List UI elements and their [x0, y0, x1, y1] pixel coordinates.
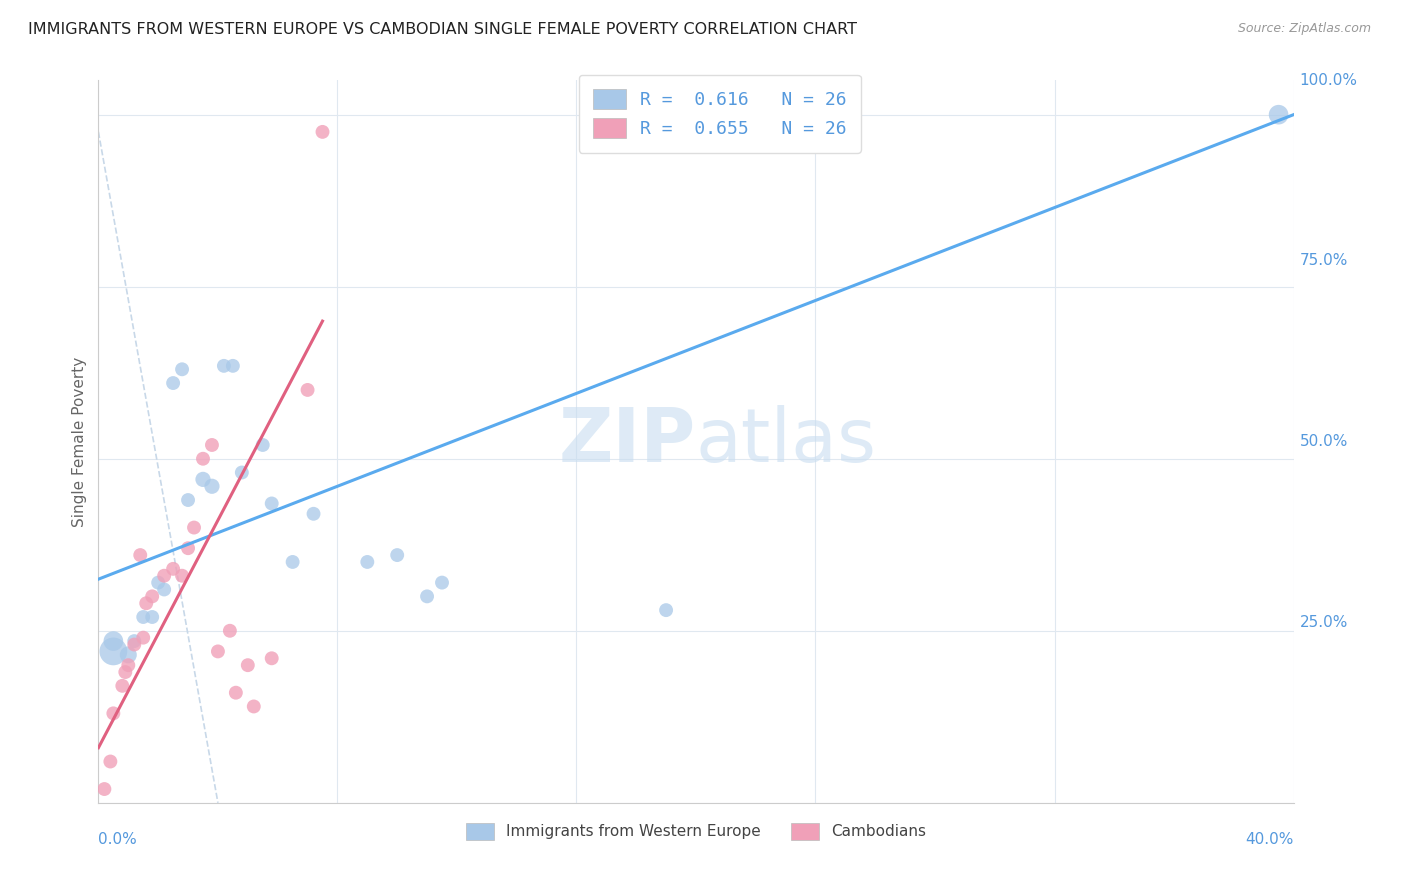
Point [430, 575, 453, 590]
Point [172, 362, 194, 376]
Point [103, 706, 125, 721]
Text: 40.0%: 40.0% [1246, 831, 1294, 847]
Text: 0.0%: 0.0% [98, 831, 138, 847]
Point [1267, 108, 1289, 122]
Point [297, 383, 319, 397]
Point [129, 548, 152, 562]
Point [153, 582, 176, 597]
Text: atlas: atlas [696, 405, 877, 478]
Point [416, 590, 439, 604]
Text: Source: ZipAtlas.com: Source: ZipAtlas.com [1237, 22, 1371, 36]
Point [222, 359, 245, 373]
Point [132, 610, 155, 624]
Y-axis label: Single Female Poverty: Single Female Poverty [72, 357, 87, 526]
Legend: Immigrants from Western Europe, Cambodians: Immigrants from Western Europe, Cambodia… [460, 817, 932, 846]
Point [135, 596, 157, 610]
Point [252, 438, 274, 452]
Point [117, 658, 139, 673]
Text: ZIP: ZIP [558, 405, 696, 478]
Text: 25.0%: 25.0% [1299, 615, 1348, 630]
Point [385, 548, 409, 562]
Point [243, 699, 266, 714]
Point [177, 493, 200, 508]
Point [172, 568, 194, 582]
Point [124, 634, 146, 648]
Point [114, 665, 136, 679]
Point [212, 359, 235, 373]
Point [201, 438, 224, 452]
Point [225, 686, 247, 700]
Point [162, 562, 184, 576]
Point [260, 651, 283, 665]
Point [191, 451, 214, 466]
Point [98, 755, 122, 769]
Point [148, 575, 170, 590]
Point [124, 638, 146, 652]
Point [219, 624, 242, 638]
Point [117, 648, 139, 662]
Point [183, 520, 205, 534]
Point [231, 466, 253, 480]
Point [207, 644, 229, 658]
Point [201, 479, 224, 493]
Point [132, 631, 155, 645]
Point [311, 125, 333, 139]
Point [260, 496, 283, 510]
Point [281, 555, 304, 569]
Point [356, 555, 378, 569]
Point [162, 376, 184, 390]
Point [103, 644, 125, 658]
Point [236, 658, 259, 673]
Point [655, 603, 678, 617]
Text: 75.0%: 75.0% [1299, 253, 1348, 268]
Point [93, 782, 115, 797]
Text: IMMIGRANTS FROM WESTERN EUROPE VS CAMBODIAN SINGLE FEMALE POVERTY CORRELATION CH: IMMIGRANTS FROM WESTERN EUROPE VS CAMBOD… [28, 22, 858, 37]
Text: 100.0%: 100.0% [1299, 73, 1358, 87]
Point [111, 679, 134, 693]
Text: 50.0%: 50.0% [1299, 434, 1348, 449]
Point [177, 541, 200, 556]
Point [141, 590, 163, 604]
Point [103, 634, 125, 648]
Point [191, 472, 214, 486]
Point [302, 507, 325, 521]
Point [153, 568, 176, 582]
Point [141, 610, 163, 624]
